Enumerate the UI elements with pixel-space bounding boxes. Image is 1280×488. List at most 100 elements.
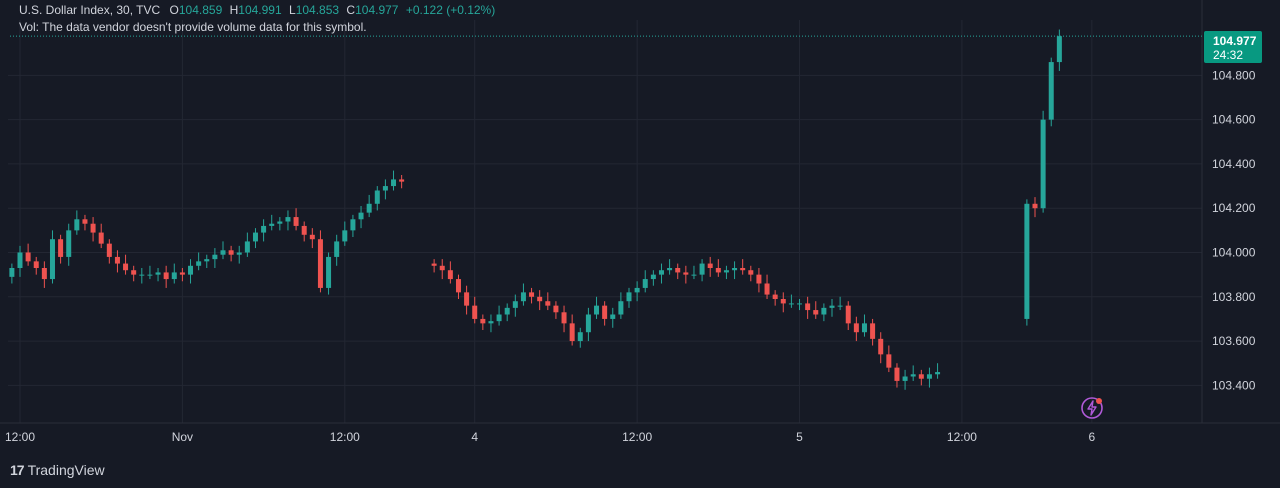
close-value: 104.977 [355, 3, 399, 17]
candle-body [691, 274, 697, 276]
candle-body [472, 305, 478, 319]
candle-body [196, 261, 202, 266]
high-value: 104.991 [238, 3, 282, 17]
candle-body [179, 272, 185, 275]
candle-body [853, 323, 859, 333]
y-tick-label: 104.800 [1212, 68, 1256, 82]
candle-body [675, 268, 681, 273]
close-label: C [346, 3, 356, 17]
candle-body [163, 272, 169, 280]
candle-body [797, 303, 803, 305]
candle-body [285, 217, 291, 222]
candle-body [455, 279, 461, 293]
candle-body [561, 312, 567, 324]
candle-body [1048, 62, 1054, 120]
candle-body [740, 268, 746, 271]
candle-body [252, 232, 258, 242]
candle-body [106, 243, 112, 257]
candle-body [667, 268, 673, 271]
candle-body [537, 296, 543, 302]
candle-body [123, 263, 129, 271]
candle-body [861, 323, 867, 333]
bar-countdown: 24:32 [1213, 48, 1244, 62]
candle-body [610, 314, 616, 319]
candle-body [212, 254, 218, 260]
candle-body [902, 376, 908, 381]
candle-body [90, 223, 96, 233]
candle-body [707, 263, 713, 268]
candle-body [845, 305, 851, 324]
candle-body [155, 272, 161, 275]
candle-body [480, 318, 486, 324]
candle-body [82, 219, 88, 224]
candle-body [326, 256, 332, 288]
candle-body [293, 217, 299, 226]
change-value: +0.122 (+0.12%) [405, 3, 496, 17]
y-tick-label: 103.400 [1212, 378, 1256, 392]
candle-body [358, 212, 364, 220]
y-tick-label: 104.200 [1212, 201, 1256, 215]
footer-bar [0, 452, 1280, 488]
candle-body [935, 372, 941, 375]
y-tick-label: 103.600 [1212, 334, 1256, 348]
candle-body [926, 374, 932, 379]
candle-body [342, 230, 348, 242]
candle-body [439, 265, 445, 271]
candle-body [58, 239, 64, 257]
x-tick-label: 12:00 [330, 430, 360, 444]
candle-body [805, 303, 811, 311]
candle-body [870, 323, 876, 339]
candle-body [9, 268, 15, 277]
candle-body [878, 338, 884, 355]
symbol-legend: U.S. Dollar Index, 30, TVC O104.859 H104… [19, 3, 495, 18]
candle-body [382, 186, 388, 191]
candle-body [49, 239, 55, 280]
candle-body [585, 314, 591, 333]
flash-alert-icon[interactable] [1080, 396, 1104, 420]
candle-body [131, 270, 137, 275]
candle-body [334, 241, 340, 257]
candle-body [772, 294, 778, 299]
candle-body [821, 307, 827, 315]
candle-body [374, 190, 380, 204]
candle-body [634, 287, 640, 293]
candle-body [350, 219, 356, 231]
candle-body [236, 252, 242, 255]
candle-body [732, 268, 738, 271]
y-tick-label: 103.800 [1212, 290, 1256, 304]
candle-body [658, 270, 664, 275]
candle-body [147, 274, 153, 276]
y-tick-label: 104.600 [1212, 113, 1256, 127]
candle-body [748, 270, 754, 275]
candle-body [17, 252, 23, 268]
candle-body [699, 263, 705, 275]
candle-body [1040, 119, 1046, 209]
y-tick-label: 104.000 [1212, 246, 1256, 260]
open-label: O [169, 3, 179, 17]
candle-body [545, 301, 551, 306]
candle-body [642, 279, 648, 288]
x-tick-label: 12:00 [5, 430, 35, 444]
candle-body [488, 321, 494, 324]
candle-body [309, 234, 315, 240]
volume-note: Vol: The data vendor doesn't provide vol… [19, 20, 367, 34]
candle-body [764, 283, 770, 295]
candle-body [220, 250, 226, 255]
tradingview-logo[interactable]: 17 TradingView [10, 462, 105, 478]
candle-body [447, 270, 453, 280]
candle-body [894, 367, 900, 381]
candle-body [910, 374, 916, 377]
candle-body [813, 310, 819, 315]
candle-body [918, 374, 924, 379]
candle-body [788, 303, 794, 305]
candle-body [301, 225, 307, 235]
candle-body [569, 323, 575, 342]
candle-body [204, 259, 210, 262]
candle-body [277, 221, 283, 224]
candle-body [41, 268, 47, 280]
candle-body [756, 274, 762, 284]
candle-body [512, 301, 518, 308]
candle-body [98, 232, 104, 244]
candle-body [66, 230, 72, 257]
